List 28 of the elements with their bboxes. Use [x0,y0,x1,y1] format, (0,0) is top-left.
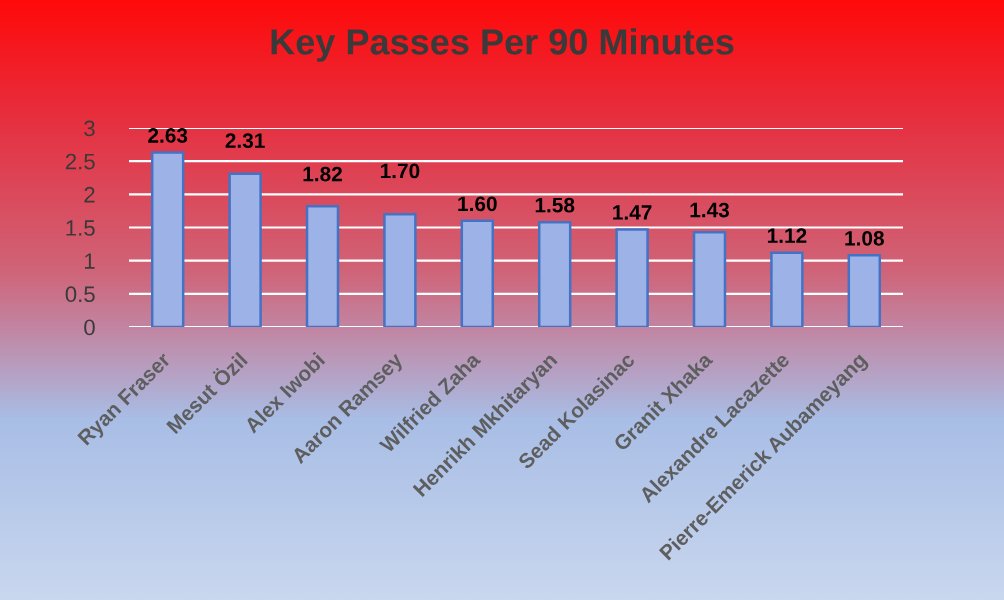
data-label: 1.08 [845,230,884,246]
bar [305,205,340,327]
data-label: 1.82 [303,166,342,182]
bar [615,228,649,327]
bar [770,251,804,327]
y-tick-label: 2.5 [65,153,95,170]
data-label: 1.60 [458,196,497,212]
chart-title: Key Passes Per 90 Minutes [271,28,734,62]
bar [150,151,185,327]
bar [460,219,495,327]
y-tick-label: 3 [84,120,95,137]
bar [383,212,417,327]
bar [692,230,727,327]
bar [847,254,882,327]
y-tick-label: 2 [84,186,95,203]
bar [228,172,262,327]
data-label: 2.31 [225,133,265,149]
data-label: 1.43 [690,202,730,218]
bar [537,220,572,327]
data-label: 1.47 [613,205,652,220]
y-tick-label: 0 [84,319,95,336]
data-label: 1.12 [767,228,807,243]
y-tick-label: 0.5 [65,286,95,303]
y-tick-label: 1 [85,253,95,269]
data-label: 2.63 [148,128,188,143]
data-label: 1.58 [535,197,575,213]
data-label: 1.70 [380,163,420,179]
y-tick-label: 1.5 [66,220,95,236]
